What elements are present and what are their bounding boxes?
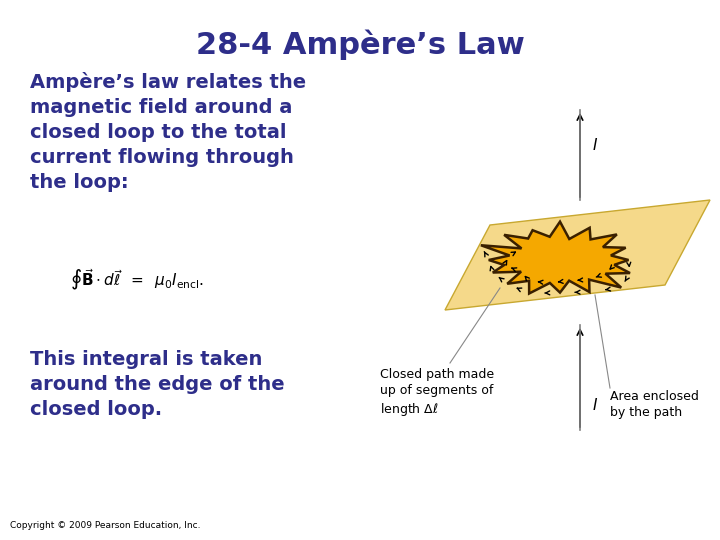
Text: $\oint \vec{\mathbf{B}} \cdot d\vec{\ell}\;\; = \;\; \mu_0 I_{\mathrm{encl}}.$: $\oint \vec{\mathbf{B}} \cdot d\vec{\ell… xyxy=(70,268,204,293)
Polygon shape xyxy=(445,200,710,310)
Text: Closed path made
up of segments of
length $\Delta\ell$: Closed path made up of segments of lengt… xyxy=(380,368,494,417)
Text: $I$: $I$ xyxy=(592,397,598,413)
Polygon shape xyxy=(481,221,630,294)
Text: This integral is taken
around the edge of the
closed loop.: This integral is taken around the edge o… xyxy=(30,350,284,419)
Text: 28-4 Ampère’s Law: 28-4 Ampère’s Law xyxy=(196,30,524,60)
Text: Copyright © 2009 Pearson Education, Inc.: Copyright © 2009 Pearson Education, Inc. xyxy=(10,521,200,530)
Text: Area enclosed
by the path: Area enclosed by the path xyxy=(610,390,699,419)
Text: $I$: $I$ xyxy=(592,137,598,153)
Text: Ampère’s law relates the
magnetic field around a
closed loop to the total
curren: Ampère’s law relates the magnetic field … xyxy=(30,72,306,192)
